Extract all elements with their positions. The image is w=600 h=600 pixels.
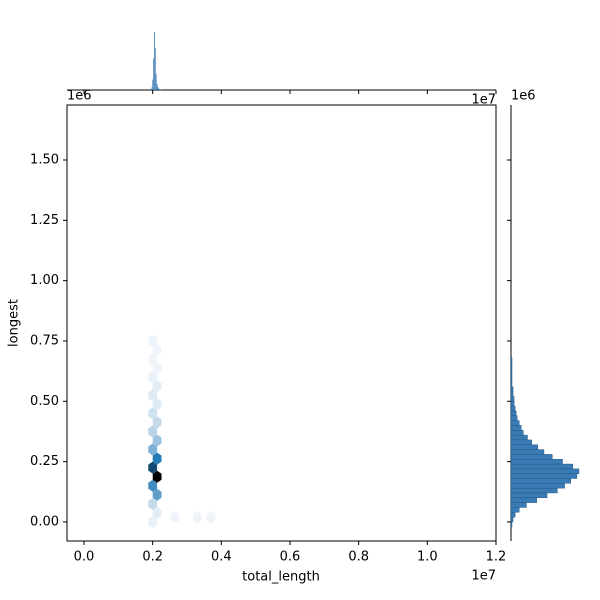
x-offset-text: 1e7 bbox=[471, 569, 496, 584]
hex-cell bbox=[148, 443, 158, 456]
hex-cell bbox=[152, 506, 162, 519]
right-hist-bar bbox=[510, 478, 571, 484]
hex-cell bbox=[148, 389, 158, 402]
top-hist-bar bbox=[154, 32, 155, 90]
right-hist-bar bbox=[510, 502, 527, 508]
y-tick-label: 0.25 bbox=[30, 454, 59, 469]
top-hist-bar bbox=[153, 58, 155, 90]
right-hist-bar bbox=[510, 473, 578, 479]
right-hist-bar bbox=[510, 396, 515, 402]
x-tick-label: 1.2 bbox=[486, 550, 507, 565]
right-hist-bar bbox=[510, 386, 514, 392]
y-tick-label: 0.50 bbox=[30, 394, 59, 409]
right-hist-bar bbox=[510, 463, 574, 470]
hex-cell bbox=[152, 434, 162, 447]
right-hist-bar bbox=[510, 512, 516, 518]
x-tick-label: 0.8 bbox=[348, 550, 369, 565]
right-hist-bar bbox=[510, 391, 514, 397]
right-hist-bar bbox=[510, 425, 522, 431]
top-hist-bar bbox=[158, 88, 160, 90]
right-hist-bar bbox=[510, 420, 520, 426]
hex-cell bbox=[148, 479, 158, 492]
right-hist-bar bbox=[510, 454, 553, 460]
y-offset-text: 1e6 bbox=[511, 89, 536, 104]
hex-cell bbox=[192, 511, 202, 524]
right-hist-bar bbox=[510, 487, 558, 494]
right-hist-bar bbox=[510, 367, 513, 373]
right-hist-bar bbox=[510, 507, 520, 513]
top-hist-bar bbox=[156, 83, 158, 90]
right-hist-bar bbox=[510, 357, 513, 363]
hex-cell bbox=[152, 452, 162, 465]
y-tick-label: 1.25 bbox=[30, 213, 59, 228]
x-tick-label: 0.4 bbox=[211, 550, 232, 565]
right-hist-bar bbox=[510, 483, 565, 489]
y-tick-label: 1.00 bbox=[30, 273, 59, 288]
right-hist-bar bbox=[510, 449, 545, 455]
y-tick-label: 0.00 bbox=[30, 514, 59, 529]
hex-cell bbox=[170, 511, 180, 524]
hex-cell bbox=[148, 371, 158, 384]
hex-cell bbox=[152, 380, 162, 393]
top-hist-bar bbox=[159, 88, 161, 90]
hex-cell bbox=[152, 398, 162, 411]
right-hist-bar bbox=[510, 521, 513, 527]
x-tick-label: 0.2 bbox=[142, 550, 163, 565]
y-tick-label: 0.75 bbox=[30, 333, 59, 348]
right-hist-bar bbox=[510, 444, 538, 450]
hex-cell bbox=[148, 334, 158, 347]
hex-cell bbox=[148, 497, 158, 510]
top-hist-bar bbox=[151, 87, 153, 90]
x-tick-label: 0.6 bbox=[280, 550, 301, 565]
right-hist-bar bbox=[510, 410, 517, 416]
y-axis-label: longest bbox=[7, 299, 22, 347]
right-hist-bar bbox=[510, 492, 548, 499]
top-hist-bar bbox=[155, 74, 157, 90]
hex-cell bbox=[152, 362, 162, 375]
hex-cell bbox=[148, 515, 158, 528]
x-offset-text: 1e7 bbox=[471, 93, 496, 108]
hex-cell bbox=[206, 511, 216, 524]
top-hist-bar bbox=[157, 86, 159, 90]
right-hist-bar bbox=[510, 381, 513, 388]
hex-cell bbox=[148, 407, 158, 420]
right-hist-bar bbox=[510, 468, 580, 474]
top-hist-bar bbox=[152, 79, 154, 90]
hex-cell bbox=[152, 488, 162, 501]
top-hist-bar bbox=[154, 47, 156, 90]
hex-cell bbox=[152, 416, 162, 429]
right-hist-bar bbox=[510, 430, 524, 436]
right-hist-bar bbox=[510, 497, 537, 503]
hex-cell bbox=[148, 353, 158, 366]
right-hist-bar bbox=[510, 459, 563, 465]
main-axes-frame bbox=[66, 104, 497, 542]
right-hist-bar bbox=[510, 516, 514, 523]
right-hist-bar bbox=[510, 372, 513, 378]
right-hist-bar bbox=[510, 401, 515, 407]
top-hist-bar bbox=[160, 89, 161, 90]
right-hist-bar bbox=[510, 362, 513, 368]
hex-cell bbox=[152, 344, 162, 357]
x-tick-label: 1.0 bbox=[417, 550, 438, 565]
hex-cell bbox=[148, 425, 158, 438]
hex-cell bbox=[148, 461, 158, 474]
x-tick-label: 0.0 bbox=[74, 550, 95, 565]
right-hist-bar bbox=[510, 415, 518, 421]
right-hist-bar bbox=[510, 405, 516, 412]
right-hist-bar bbox=[510, 376, 513, 383]
right-hist-bar bbox=[510, 439, 532, 445]
top-hist-bar bbox=[150, 88, 152, 90]
y-tick-label: 1.50 bbox=[30, 153, 59, 168]
right-hist-bar bbox=[510, 434, 528, 441]
hex-cell bbox=[152, 470, 162, 483]
x-axis-label: total_length bbox=[242, 570, 320, 585]
y-offset-text: 1e6 bbox=[67, 89, 92, 104]
